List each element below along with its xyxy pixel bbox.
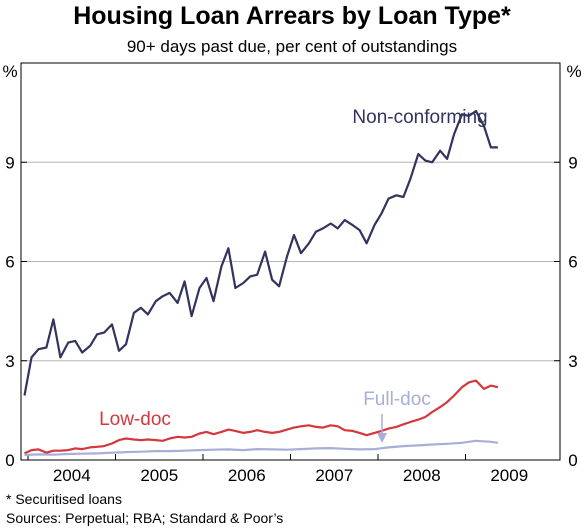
y-tick-label-left-6: 6 bbox=[5, 253, 14, 272]
y-tick-label-right-3: 3 bbox=[568, 352, 577, 371]
x-tick-label-2006: 2006 bbox=[228, 466, 266, 485]
y-tick-label-left-3: 3 bbox=[5, 352, 14, 371]
x-axis-ticks: 2004 2005 2006 2007 2008 2009 bbox=[27, 454, 528, 485]
y-axis-ticks: 0 0 3 3 6 6 9 9 bbox=[5, 153, 577, 470]
series-lines bbox=[23, 109, 499, 457]
y-tick-label-left-0: 0 bbox=[5, 451, 14, 470]
chart-title: Housing Loan Arrears by Loan Type* bbox=[73, 2, 511, 30]
x-tick-label-2007: 2007 bbox=[315, 466, 353, 485]
gridlines bbox=[21, 161, 560, 362]
footnote-securitised: * Securitised loans bbox=[6, 491, 122, 507]
y-tick-label-right-0: 0 bbox=[568, 451, 577, 470]
y-tick-label-left-9: 9 bbox=[5, 153, 14, 172]
series-label-full-doc: Full-doc bbox=[363, 389, 431, 410]
series-label-non-conforming: Non-conforming bbox=[352, 107, 487, 128]
full-doc-pointer-arrow bbox=[377, 414, 387, 443]
series-label-low-doc: Low-doc bbox=[99, 409, 171, 430]
series-line-low-doc bbox=[24, 379, 499, 455]
series-line-non-conforming bbox=[23, 109, 498, 396]
x-tick-label-2009: 2009 bbox=[490, 466, 528, 485]
chart-subtitle: 90+ days past due, per cent of outstandi… bbox=[127, 37, 457, 56]
x-tick-label-2008: 2008 bbox=[403, 466, 441, 485]
y-axis-unit-right: % bbox=[566, 62, 581, 81]
y-axis-unit-left: % bbox=[2, 62, 17, 81]
footnote-sources: Sources: Perpetual; RBA; Standard & Poor… bbox=[6, 510, 283, 526]
x-tick-label-2004: 2004 bbox=[53, 466, 91, 485]
series-line-full-doc bbox=[24, 439, 499, 457]
y-tick-label-right-6: 6 bbox=[568, 253, 577, 272]
x-tick-label-2005: 2005 bbox=[140, 466, 178, 485]
y-tick-label-right-9: 9 bbox=[568, 153, 577, 172]
